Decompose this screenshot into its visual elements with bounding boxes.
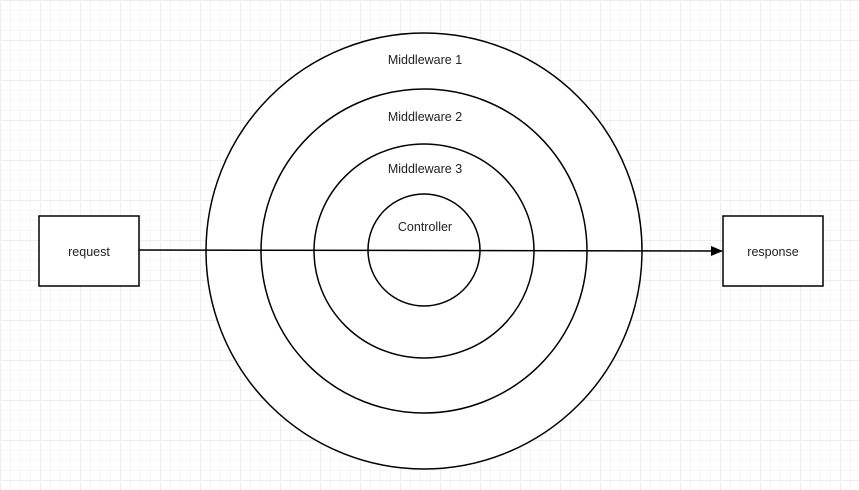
controller-label: Controller [398,220,452,234]
request-box [38,215,140,287]
middleware-2-label: Middleware 2 [388,110,462,124]
response-box [722,215,824,287]
middleware-3-label: Middleware 3 [388,162,462,176]
request-label: request [68,245,110,259]
flow-arrow [138,245,723,256]
middleware-1-label: Middleware 1 [388,53,462,67]
response-label: response [747,245,798,259]
